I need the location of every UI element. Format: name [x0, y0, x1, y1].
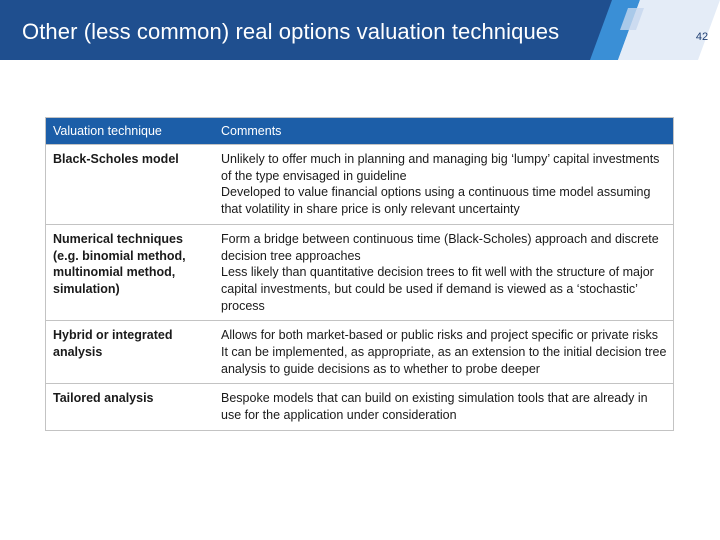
technique-cell: Tailored analysis: [46, 383, 214, 430]
comment-line: Allows for both market-based or public r…: [221, 328, 658, 343]
comments-cell: Unlikely to offer much in planning and m…: [214, 144, 673, 225]
table: Valuation technique Comments Black-Schol…: [46, 118, 673, 430]
table-row: Tailored analysis Bespoke models that ca…: [46, 383, 673, 430]
comments-cell: Bespoke models that can build on existin…: [214, 383, 673, 430]
comment-line: Less likely than quantitative decision t…: [221, 265, 654, 313]
technique-cell: Black-Scholes model: [46, 144, 214, 225]
comments-cell: Allows for both market-based or public r…: [214, 320, 673, 384]
comment-line: Unlikely to offer much in planning and m…: [221, 152, 660, 183]
column-header-technique: Valuation technique: [46, 118, 214, 145]
page-number: 42: [695, 31, 709, 43]
banner-light-band: [618, 0, 720, 60]
comments-cell: Form a bridge between continuous time (B…: [214, 223, 673, 321]
valuation-techniques-table: Valuation technique Comments Black-Schol…: [45, 117, 674, 431]
technique-cell: Hybrid or integrated analysis: [46, 320, 214, 384]
slide-title: Other (less common) real options valuati…: [22, 19, 560, 44]
comment-line: Form a bridge between continuous time (B…: [221, 231, 659, 263]
column-header-comments: Comments: [214, 118, 673, 145]
technique-cell: Numerical techniques (e.g. binomial meth…: [46, 223, 214, 321]
comment-line: Developed to value financial options usi…: [221, 185, 651, 217]
table-row: Numerical techniques (e.g. binomial meth…: [46, 223, 673, 321]
banner-light-facet: [620, 8, 644, 30]
table-row: Black-Scholes model Unlikely to offer mu…: [46, 144, 673, 225]
title-banner-graphic: [0, 0, 720, 60]
table-header-row: Valuation technique Comments: [46, 118, 673, 145]
title-bar: Other (less common) real options valuati…: [0, 0, 720, 60]
comment-line: Bespoke models that can build on existin…: [221, 391, 648, 423]
table-row: Hybrid or integrated analysis Allows for…: [46, 320, 673, 384]
banner-main-band: [0, 0, 628, 60]
comment-line: It can be implemented, as appropriate, a…: [221, 345, 667, 376]
